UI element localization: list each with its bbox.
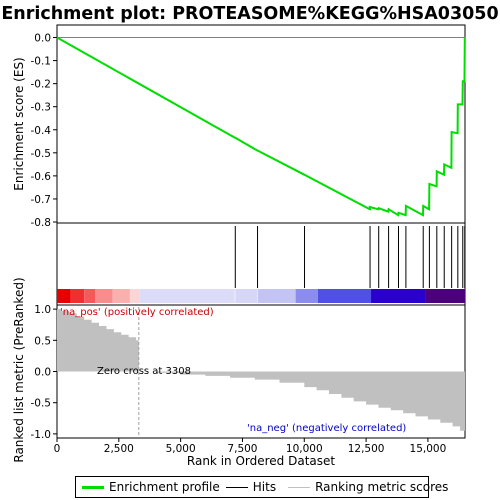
es-y-tick-label: -0.3 [31, 102, 52, 114]
es-y-tick-label: -0.2 [31, 79, 52, 91]
x-tick-label: 7,500 [227, 443, 257, 455]
legend-swatch-ranking-metric [288, 486, 311, 488]
enrichment-profile-line [56, 36, 466, 217]
color-bar-segment [70, 289, 85, 303]
legend-label-enrichment-profile: Enrichment profile [109, 480, 220, 494]
color-bar-segment [425, 289, 465, 303]
legend: Enrichment profile Hits Ranking metric s… [75, 476, 448, 498]
legend-item-hits: Hits [225, 480, 277, 494]
color-bar-segment [257, 289, 296, 303]
color-bar-segment [129, 289, 140, 303]
es-y-tick-label: -0.5 [31, 148, 52, 160]
es-panel: 0.0 -0.1 -0.2 -0.3 -0.4 -0.5 -0.6 -0.7 -0.8 Enri… [12, 24, 466, 229]
color-bar-segment [95, 289, 113, 303]
color-bar-segment [235, 289, 258, 303]
x-tick-label: 5,000 [166, 443, 196, 455]
es-y-tick-label: -0.7 [31, 194, 52, 206]
metric-y-tick-label: -1.0 [31, 429, 52, 441]
color-bar-segment [112, 289, 130, 303]
hits-panel [56, 222, 466, 306]
color-bar-segment [84, 289, 96, 303]
metric-y-axis-label: Ranked list metric (PreRanked) [12, 277, 26, 462]
metric-y-tick-label: 0.5 [34, 335, 51, 347]
color-bar-segment [295, 289, 318, 303]
x-axis-label: Rank in Ordered Dataset [187, 454, 335, 468]
legend-item-enrichment-profile: Enrichment profile [82, 480, 220, 494]
legend-label-hits: Hits [252, 480, 277, 494]
x-tick-label: 10,000 [286, 443, 323, 455]
metric-y-tick-label: -0.5 [31, 398, 52, 410]
negative-correlation-label: 'na_neg' (negatively correlated) [247, 423, 406, 434]
color-bar-segment [371, 289, 426, 303]
positive-correlation-label: 'na_pos' (positively correlated) [60, 307, 214, 318]
es-y-tick-label: -0.4 [31, 125, 52, 137]
es-panel-frame [56, 24, 466, 224]
chart-title: Enrichment plot: PROTEASOME%KEGG%HSA0305… [1, 4, 498, 24]
metric-y-tick-label: 1.0 [34, 304, 51, 316]
metric-y-tick-label: 0.0 [34, 367, 51, 379]
x-tick-label: 12,500 [348, 443, 385, 455]
zero-cross-label: Zero cross at 3308 [97, 366, 191, 377]
es-y-tick-label: 0.0 [34, 33, 51, 45]
ranking-metric-area [57, 309, 465, 434]
es-y-tick-label: -0.6 [31, 171, 52, 183]
es-y-tick-label: -0.1 [31, 56, 52, 68]
metric-panel: 1.0 0.5 0.0 -0.5 -1.0 'na_pos' (positively c… [12, 277, 466, 463]
legend-swatch-enrichment-profile [82, 485, 104, 489]
es-y-tick-label: -0.8 [31, 217, 52, 229]
legend-swatch-hits [225, 486, 248, 488]
x-tick-label: 0 [54, 443, 61, 455]
es-y-axis-label: Enrichment score (ES) [12, 57, 26, 190]
legend-label-ranking-metric: Ranking metric scores [315, 480, 449, 494]
x-tick-label: 2,500 [104, 443, 134, 455]
color-bar-segment [317, 289, 372, 303]
legend-item-ranking-metric: Ranking metric scores [282, 480, 448, 494]
color-bar-segment [57, 289, 71, 303]
x-tick-label: 15,000 [410, 443, 447, 455]
color-bar-segment [139, 289, 236, 303]
